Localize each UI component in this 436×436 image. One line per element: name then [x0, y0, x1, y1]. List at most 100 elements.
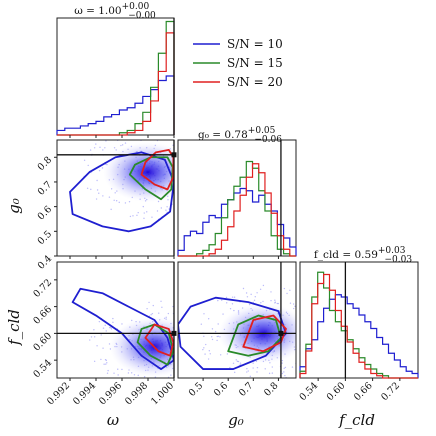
sample-point — [86, 187, 89, 189]
sample-point — [188, 365, 189, 366]
legend-label-SN20: S/N = 20 — [227, 75, 283, 89]
legend: S/N = 10 S/N = 15 S/N = 20 — [193, 37, 283, 89]
sample-point — [200, 355, 201, 356]
sample-point — [200, 352, 201, 353]
sample-point — [226, 353, 229, 355]
legend-label-SN10: S/N = 10 — [227, 37, 283, 51]
sample-point — [176, 150, 177, 151]
sample-point — [184, 348, 185, 349]
sample-point — [146, 211, 148, 213]
sample-point — [102, 347, 104, 349]
sample-point — [231, 296, 234, 298]
sample-point — [294, 305, 296, 308]
sample-point — [142, 205, 144, 208]
sample-point — [256, 371, 258, 373]
sample-point — [297, 356, 298, 357]
sample-point — [202, 348, 204, 351]
sample-point — [98, 192, 100, 194]
sample-point — [167, 312, 170, 315]
sample-point — [199, 331, 200, 332]
sample-point — [281, 362, 283, 364]
sample-point — [150, 126, 151, 127]
sample-point — [181, 179, 182, 180]
sample-point — [141, 138, 142, 139]
sample-point — [183, 162, 184, 163]
sample-point — [259, 288, 262, 291]
panel-hist-omega — [56, 17, 175, 136]
sample-point — [185, 163, 186, 164]
contour-fcld_vs_omega-SN15 — [136, 323, 174, 366]
sample-point — [274, 299, 276, 301]
hist-g0-SN20 — [178, 163, 296, 257]
sample-point — [160, 300, 162, 302]
sample-point — [247, 370, 249, 372]
sample-point — [93, 147, 96, 149]
sample-point — [186, 181, 187, 182]
sample-point — [196, 160, 197, 161]
sample-point — [246, 296, 249, 298]
sample-point — [192, 185, 193, 186]
sample-point — [293, 307, 295, 310]
sample-point — [110, 327, 112, 329]
sample-point — [207, 337, 208, 338]
sample-point — [156, 388, 157, 389]
sample-point — [252, 367, 254, 369]
sample-point — [126, 386, 127, 387]
sample-point — [183, 207, 184, 208]
sample-point — [143, 376, 146, 378]
sample-point — [186, 172, 187, 173]
sample-point — [167, 199, 169, 201]
sample-point — [209, 353, 211, 355]
sample-point — [205, 343, 207, 346]
sample-point — [303, 345, 304, 346]
sample-point — [152, 126, 153, 127]
sample-point — [183, 177, 184, 178]
sample-point — [102, 327, 105, 329]
sample-point — [109, 326, 111, 329]
sample-point — [195, 338, 196, 339]
sample-point — [319, 337, 320, 338]
sample-point — [199, 143, 200, 144]
sample-point — [203, 335, 205, 338]
sample-point — [95, 198, 98, 200]
sample-point — [201, 179, 202, 180]
title-omega: ω = 1.00+0.00 −0.00 — [74, 2, 156, 21]
sample-point — [207, 318, 210, 320]
sample-point — [190, 148, 191, 149]
sample-point — [105, 140, 107, 142]
sample-point — [212, 366, 213, 367]
sample-point — [274, 302, 276, 304]
sample-point — [193, 205, 194, 206]
sample-point — [185, 175, 186, 176]
sample-point — [93, 336, 96, 338]
xtick-label-fcld: 0.60 — [325, 380, 348, 403]
sample-point — [183, 335, 184, 336]
xtick-label-omega: 0.994 — [71, 380, 98, 407]
sample-point — [274, 301, 277, 303]
contour-fcld_vs_g0-SN15 — [227, 314, 282, 357]
sample-point — [202, 359, 203, 360]
sample-point — [211, 357, 212, 358]
sample-point — [256, 292, 258, 294]
sample-point — [115, 200, 118, 202]
xlabel-fcld: f_cld — [338, 411, 375, 429]
sample-point — [150, 390, 151, 391]
sample-point — [124, 137, 125, 138]
sample-point — [187, 365, 188, 366]
sample-point — [136, 132, 137, 133]
title-fcld: f_cld = 0.59+0.03 −0.03 — [314, 246, 412, 265]
sample-point — [204, 181, 205, 182]
sample-point — [148, 301, 150, 304]
sample-point — [108, 196, 111, 198]
sample-point — [158, 137, 159, 138]
sample-point — [151, 216, 153, 218]
sample-point — [113, 147, 116, 149]
sample-point — [104, 147, 106, 149]
sample-point — [250, 293, 252, 296]
sample-point — [271, 366, 273, 368]
sample-point — [180, 317, 181, 318]
sample-point — [286, 292, 288, 295]
sample-point — [193, 323, 194, 324]
sample-point — [137, 211, 139, 214]
sample-point — [222, 313, 224, 315]
